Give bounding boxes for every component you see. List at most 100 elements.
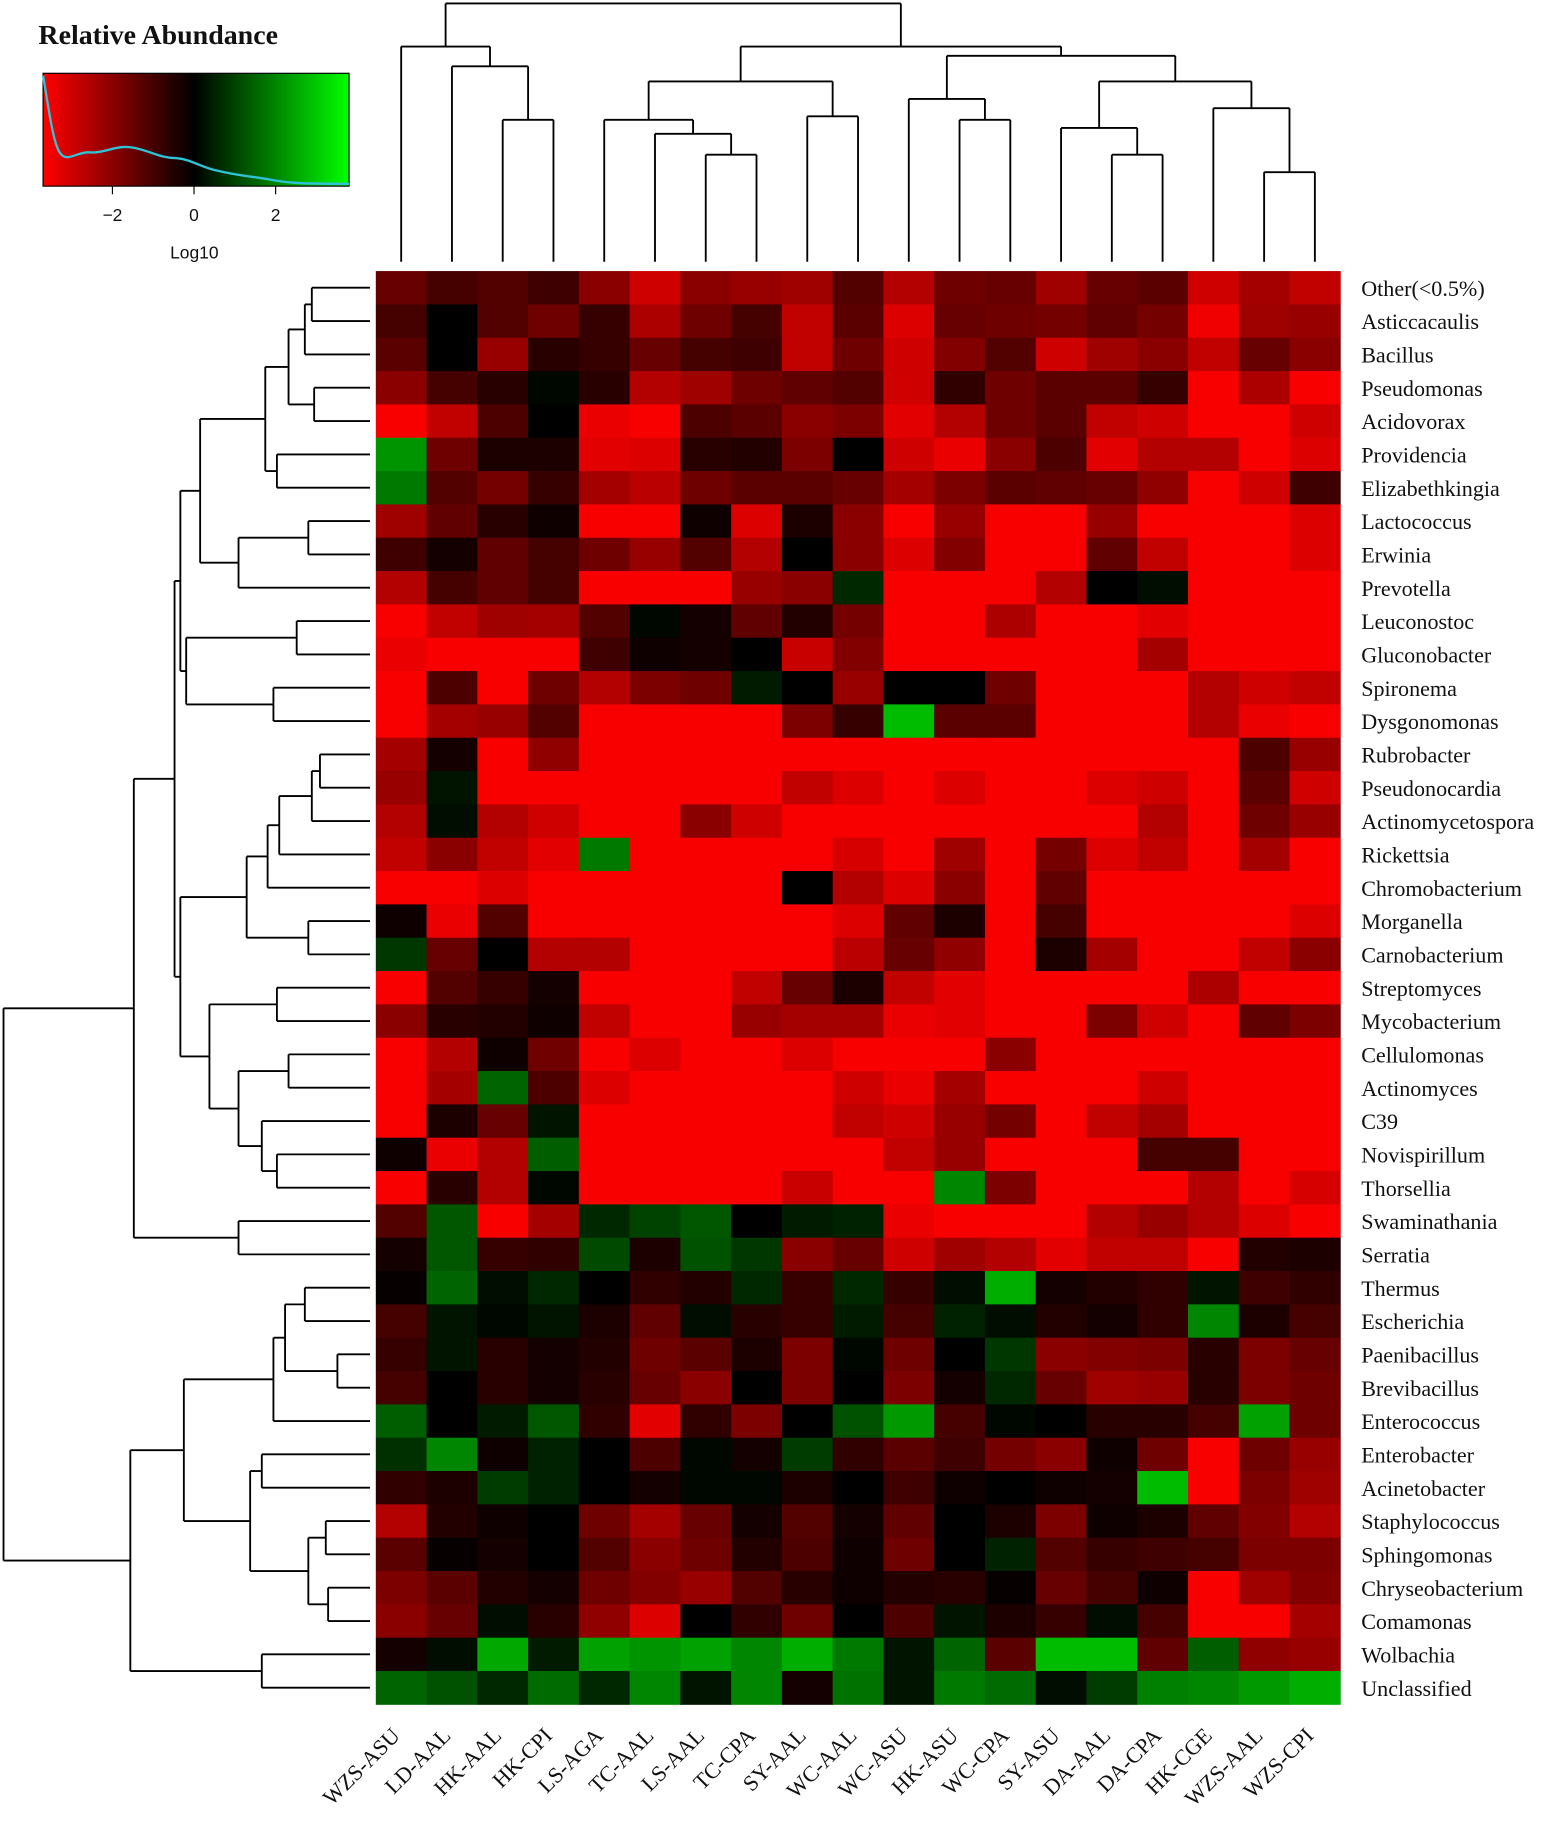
chart-title: Relative Abundance (38, 20, 278, 51)
heatmap-cell (578, 971, 631, 1005)
row-label: Serratia (1361, 1243, 1430, 1268)
heatmap-cell (1289, 1537, 1341, 1572)
heatmap-cell (832, 1471, 884, 1505)
heatmap-cell (477, 437, 529, 472)
heatmap-cell (629, 1604, 681, 1639)
row-label: C39 (1361, 1109, 1398, 1134)
heatmap-cell (1289, 1237, 1341, 1272)
heatmap-cell (883, 637, 935, 672)
heatmap-cell (629, 637, 681, 672)
heatmap-cell (1187, 304, 1240, 339)
heatmap-cell (426, 671, 478, 705)
heatmap-cell (1035, 1637, 1087, 1672)
heatmap-cell (883, 1004, 935, 1039)
heatmap-cell (832, 737, 884, 772)
heatmap-cell (1187, 1637, 1240, 1672)
heatmap-cell (1137, 1571, 1189, 1605)
heatmap-cell (477, 1304, 529, 1339)
heatmap-cell (1187, 871, 1240, 905)
heatmap-cell (934, 1071, 986, 1105)
heatmap-cell (781, 1037, 834, 1072)
heatmap-cell (781, 1337, 834, 1372)
heatmap-cell (1289, 404, 1341, 439)
heatmap-cell (731, 1304, 783, 1339)
heatmap-cell (1187, 1537, 1240, 1572)
heatmap-cell (832, 404, 884, 439)
heatmap-cell (528, 371, 580, 405)
heatmap-cell (426, 1037, 478, 1072)
heatmap-cell (934, 371, 986, 405)
heatmap-cell (1086, 637, 1138, 672)
heatmap-cell (375, 737, 428, 772)
heatmap-cell (984, 904, 1037, 939)
heatmap-cell (1035, 904, 1087, 939)
heatmap-cell (883, 537, 935, 572)
heatmap-cell (934, 504, 986, 539)
heatmap-cell (578, 704, 631, 739)
heatmap-cell (680, 1404, 732, 1439)
heatmap-cell (1289, 1671, 1341, 1705)
heatmap-cell (781, 337, 834, 372)
heatmap-cell (1289, 1471, 1341, 1505)
heatmap-cell (781, 1471, 834, 1505)
heatmap-cell (528, 504, 580, 539)
heatmap-cell (984, 1571, 1037, 1605)
heatmap-cell (629, 904, 681, 939)
heatmap-cell (1187, 337, 1240, 372)
heatmap-cell (1086, 937, 1138, 972)
heatmap-cell (1289, 1504, 1341, 1539)
heatmap-cell (832, 1504, 884, 1539)
heatmap-cell (375, 404, 428, 439)
heatmap-cell (781, 1004, 834, 1039)
heatmap-cell (1137, 1671, 1189, 1705)
heatmap-cell (426, 1471, 478, 1505)
row-label: Thorsellia (1361, 1176, 1451, 1201)
heatmap-cell (680, 804, 732, 839)
heatmap-cell (832, 271, 884, 305)
heatmap-cell (731, 1504, 783, 1539)
heatmap-cell (1289, 637, 1341, 672)
heatmap-cell (1035, 537, 1087, 572)
heatmap-cell (832, 804, 884, 839)
heatmap-cell (883, 504, 935, 539)
heatmap-cell (934, 1604, 986, 1639)
heatmap-cell (1086, 1171, 1138, 1205)
heatmap-cell (426, 471, 478, 505)
heatmap-cell (477, 1004, 529, 1039)
heatmap-cell (375, 637, 428, 672)
heatmap-cell (1086, 704, 1138, 739)
heatmap-cell (832, 637, 884, 672)
heatmap-cell (934, 671, 986, 705)
heatmap-cell (1187, 437, 1240, 472)
heatmap-cell (1289, 1171, 1341, 1205)
heatmap-cell (375, 371, 428, 405)
heatmap-cell (629, 504, 681, 539)
heatmap-cell (629, 1004, 681, 1039)
heatmap-cell (426, 971, 478, 1005)
heatmap-cell (1137, 571, 1189, 605)
heatmap-cell (1137, 404, 1189, 439)
heatmap-cell (1238, 1637, 1290, 1672)
heatmap-cell (1035, 937, 1087, 972)
heatmap-cell (781, 671, 834, 705)
heatmap-cell (629, 1304, 681, 1339)
heatmap-cell (680, 671, 732, 705)
heatmap-cell (832, 971, 884, 1005)
heatmap-cell (984, 837, 1037, 872)
heatmap-cell (781, 937, 834, 972)
heatmap-cell (629, 1571, 681, 1605)
heatmap-cell (984, 404, 1037, 439)
heatmap-cell (1187, 1371, 1240, 1405)
heatmap-cell (1187, 1604, 1240, 1639)
heatmap-cell (781, 1304, 834, 1339)
heatmap-cell (528, 937, 580, 972)
heatmap-cell (1289, 571, 1341, 605)
heatmap-cell (1187, 1004, 1240, 1039)
heatmap-cell (426, 837, 478, 872)
heatmap-cell (375, 937, 428, 972)
heatmap-cell (984, 937, 1037, 972)
heatmap-cell (1238, 1204, 1290, 1239)
heatmap-cell (934, 304, 986, 339)
heatmap-cell (680, 337, 732, 372)
heatmap-cell (984, 304, 1037, 339)
